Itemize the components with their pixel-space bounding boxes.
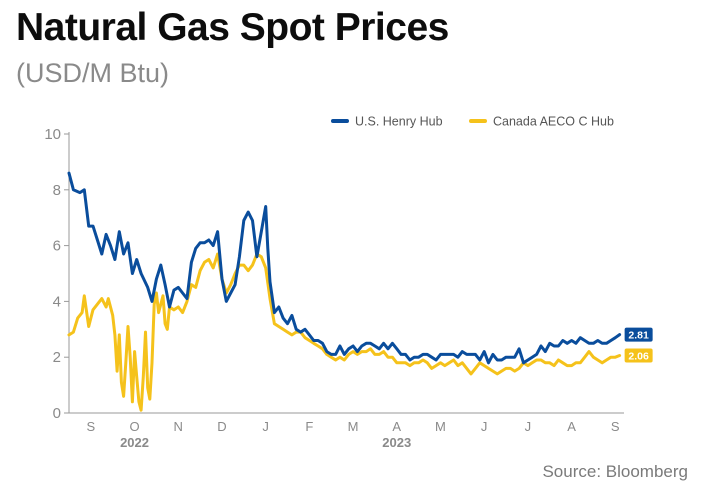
- x-tick-label: J: [481, 419, 488, 434]
- source-note: Source: Bloomberg: [542, 462, 688, 481]
- chart-title: Natural Gas Spot Prices: [16, 6, 449, 49]
- year-label: 2023: [382, 435, 411, 450]
- x-tick-label: M: [348, 419, 359, 434]
- y-axis: 0 2 4 6 8 10: [44, 126, 70, 422]
- year-label: 2022: [120, 435, 149, 450]
- y-tick-label: 8: [53, 182, 61, 199]
- x-tick-label: N: [174, 419, 183, 434]
- plot-area: [67, 171, 622, 412]
- x-tick-label: F: [305, 419, 313, 434]
- x-tick-label: M: [435, 419, 446, 434]
- y-tick-label: 6: [53, 238, 61, 255]
- x-tick-label: S: [87, 419, 96, 434]
- x-tick-label: S: [611, 419, 620, 434]
- series-line-henry-hub: [67, 171, 622, 365]
- y-tick-label: 4: [53, 293, 61, 310]
- x-tick-label: A: [567, 419, 576, 434]
- y-tick-label: 0: [53, 405, 61, 422]
- y-tick-label: 10: [44, 126, 61, 143]
- legend: U.S. Henry Hub Canada AECO C Hub: [331, 115, 614, 129]
- x-tick-label: O: [129, 419, 139, 434]
- end-value-tag: [624, 327, 653, 342]
- x-axis: S O N D J F M A M J J A S 2022 2023: [69, 412, 624, 450]
- end-value-label: 2.06: [628, 351, 649, 363]
- end-labels: 2.81 2.06: [624, 327, 653, 363]
- x-tick-label: J: [262, 419, 269, 434]
- y-tick-label: 2: [53, 349, 61, 366]
- x-tick-label: J: [525, 419, 532, 434]
- x-tick-label: D: [217, 419, 226, 434]
- legend-label: U.S. Henry Hub: [355, 115, 443, 129]
- end-value-tag: [624, 348, 653, 363]
- x-tick-label: A: [392, 419, 401, 434]
- legend-label: Canada AECO C Hub: [493, 115, 614, 129]
- chart-subtitle: (USD/M Btu): [16, 58, 170, 88]
- series-line-aeco: [67, 252, 622, 412]
- end-value-label: 2.81: [628, 330, 649, 342]
